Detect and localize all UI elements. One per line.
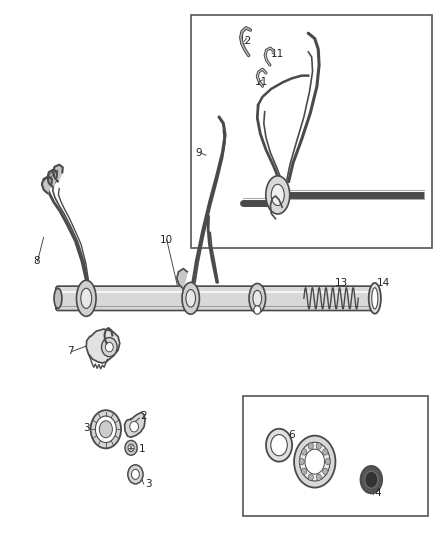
Text: 10: 10 bbox=[159, 235, 173, 245]
Polygon shape bbox=[86, 329, 120, 363]
Ellipse shape bbox=[253, 290, 261, 306]
Bar bbox=[191, 14, 432, 248]
Text: 11: 11 bbox=[254, 77, 268, 87]
Ellipse shape bbox=[305, 449, 325, 474]
Ellipse shape bbox=[99, 421, 113, 438]
Bar bbox=[243, 397, 428, 516]
Ellipse shape bbox=[325, 458, 330, 465]
Polygon shape bbox=[47, 169, 57, 187]
Polygon shape bbox=[53, 165, 63, 182]
Ellipse shape bbox=[266, 429, 292, 462]
Ellipse shape bbox=[308, 443, 313, 449]
Ellipse shape bbox=[182, 282, 199, 314]
Ellipse shape bbox=[302, 468, 307, 474]
Ellipse shape bbox=[302, 449, 307, 455]
Ellipse shape bbox=[316, 443, 321, 449]
Ellipse shape bbox=[299, 458, 304, 465]
Ellipse shape bbox=[271, 434, 287, 456]
Text: 9: 9 bbox=[195, 148, 201, 158]
Polygon shape bbox=[124, 413, 145, 437]
Text: 3: 3 bbox=[83, 423, 90, 433]
Text: 4: 4 bbox=[375, 488, 381, 498]
Ellipse shape bbox=[271, 184, 284, 206]
Text: 2: 2 bbox=[141, 411, 147, 421]
Text: 1: 1 bbox=[138, 445, 145, 455]
Circle shape bbox=[254, 306, 261, 314]
Ellipse shape bbox=[54, 288, 62, 309]
Polygon shape bbox=[177, 269, 187, 289]
Ellipse shape bbox=[91, 410, 121, 448]
Circle shape bbox=[125, 440, 137, 455]
Ellipse shape bbox=[360, 466, 382, 494]
Text: 3: 3 bbox=[145, 479, 152, 489]
Ellipse shape bbox=[316, 474, 321, 480]
Ellipse shape bbox=[186, 289, 195, 307]
Text: 6: 6 bbox=[289, 430, 295, 440]
Circle shape bbox=[128, 444, 134, 451]
Ellipse shape bbox=[369, 283, 381, 314]
Ellipse shape bbox=[95, 416, 116, 442]
Ellipse shape bbox=[131, 470, 139, 479]
Text: 8: 8 bbox=[33, 256, 40, 266]
Text: 13: 13 bbox=[334, 278, 348, 288]
Ellipse shape bbox=[372, 288, 378, 309]
Ellipse shape bbox=[128, 465, 143, 484]
Ellipse shape bbox=[294, 435, 336, 488]
Ellipse shape bbox=[300, 442, 330, 481]
Ellipse shape bbox=[249, 284, 265, 313]
Ellipse shape bbox=[308, 474, 313, 480]
Ellipse shape bbox=[266, 176, 290, 214]
Text: 14: 14 bbox=[377, 278, 390, 288]
Text: 5: 5 bbox=[305, 470, 312, 479]
Circle shape bbox=[106, 342, 113, 352]
Text: 7: 7 bbox=[67, 346, 74, 357]
Ellipse shape bbox=[323, 449, 328, 455]
Ellipse shape bbox=[81, 288, 92, 309]
Circle shape bbox=[102, 337, 117, 357]
Ellipse shape bbox=[365, 471, 378, 488]
Ellipse shape bbox=[323, 468, 328, 474]
Polygon shape bbox=[42, 176, 52, 193]
Circle shape bbox=[130, 421, 138, 432]
FancyBboxPatch shape bbox=[56, 286, 378, 311]
Text: 12: 12 bbox=[239, 36, 252, 46]
Text: 11: 11 bbox=[270, 50, 284, 59]
Ellipse shape bbox=[77, 280, 96, 317]
